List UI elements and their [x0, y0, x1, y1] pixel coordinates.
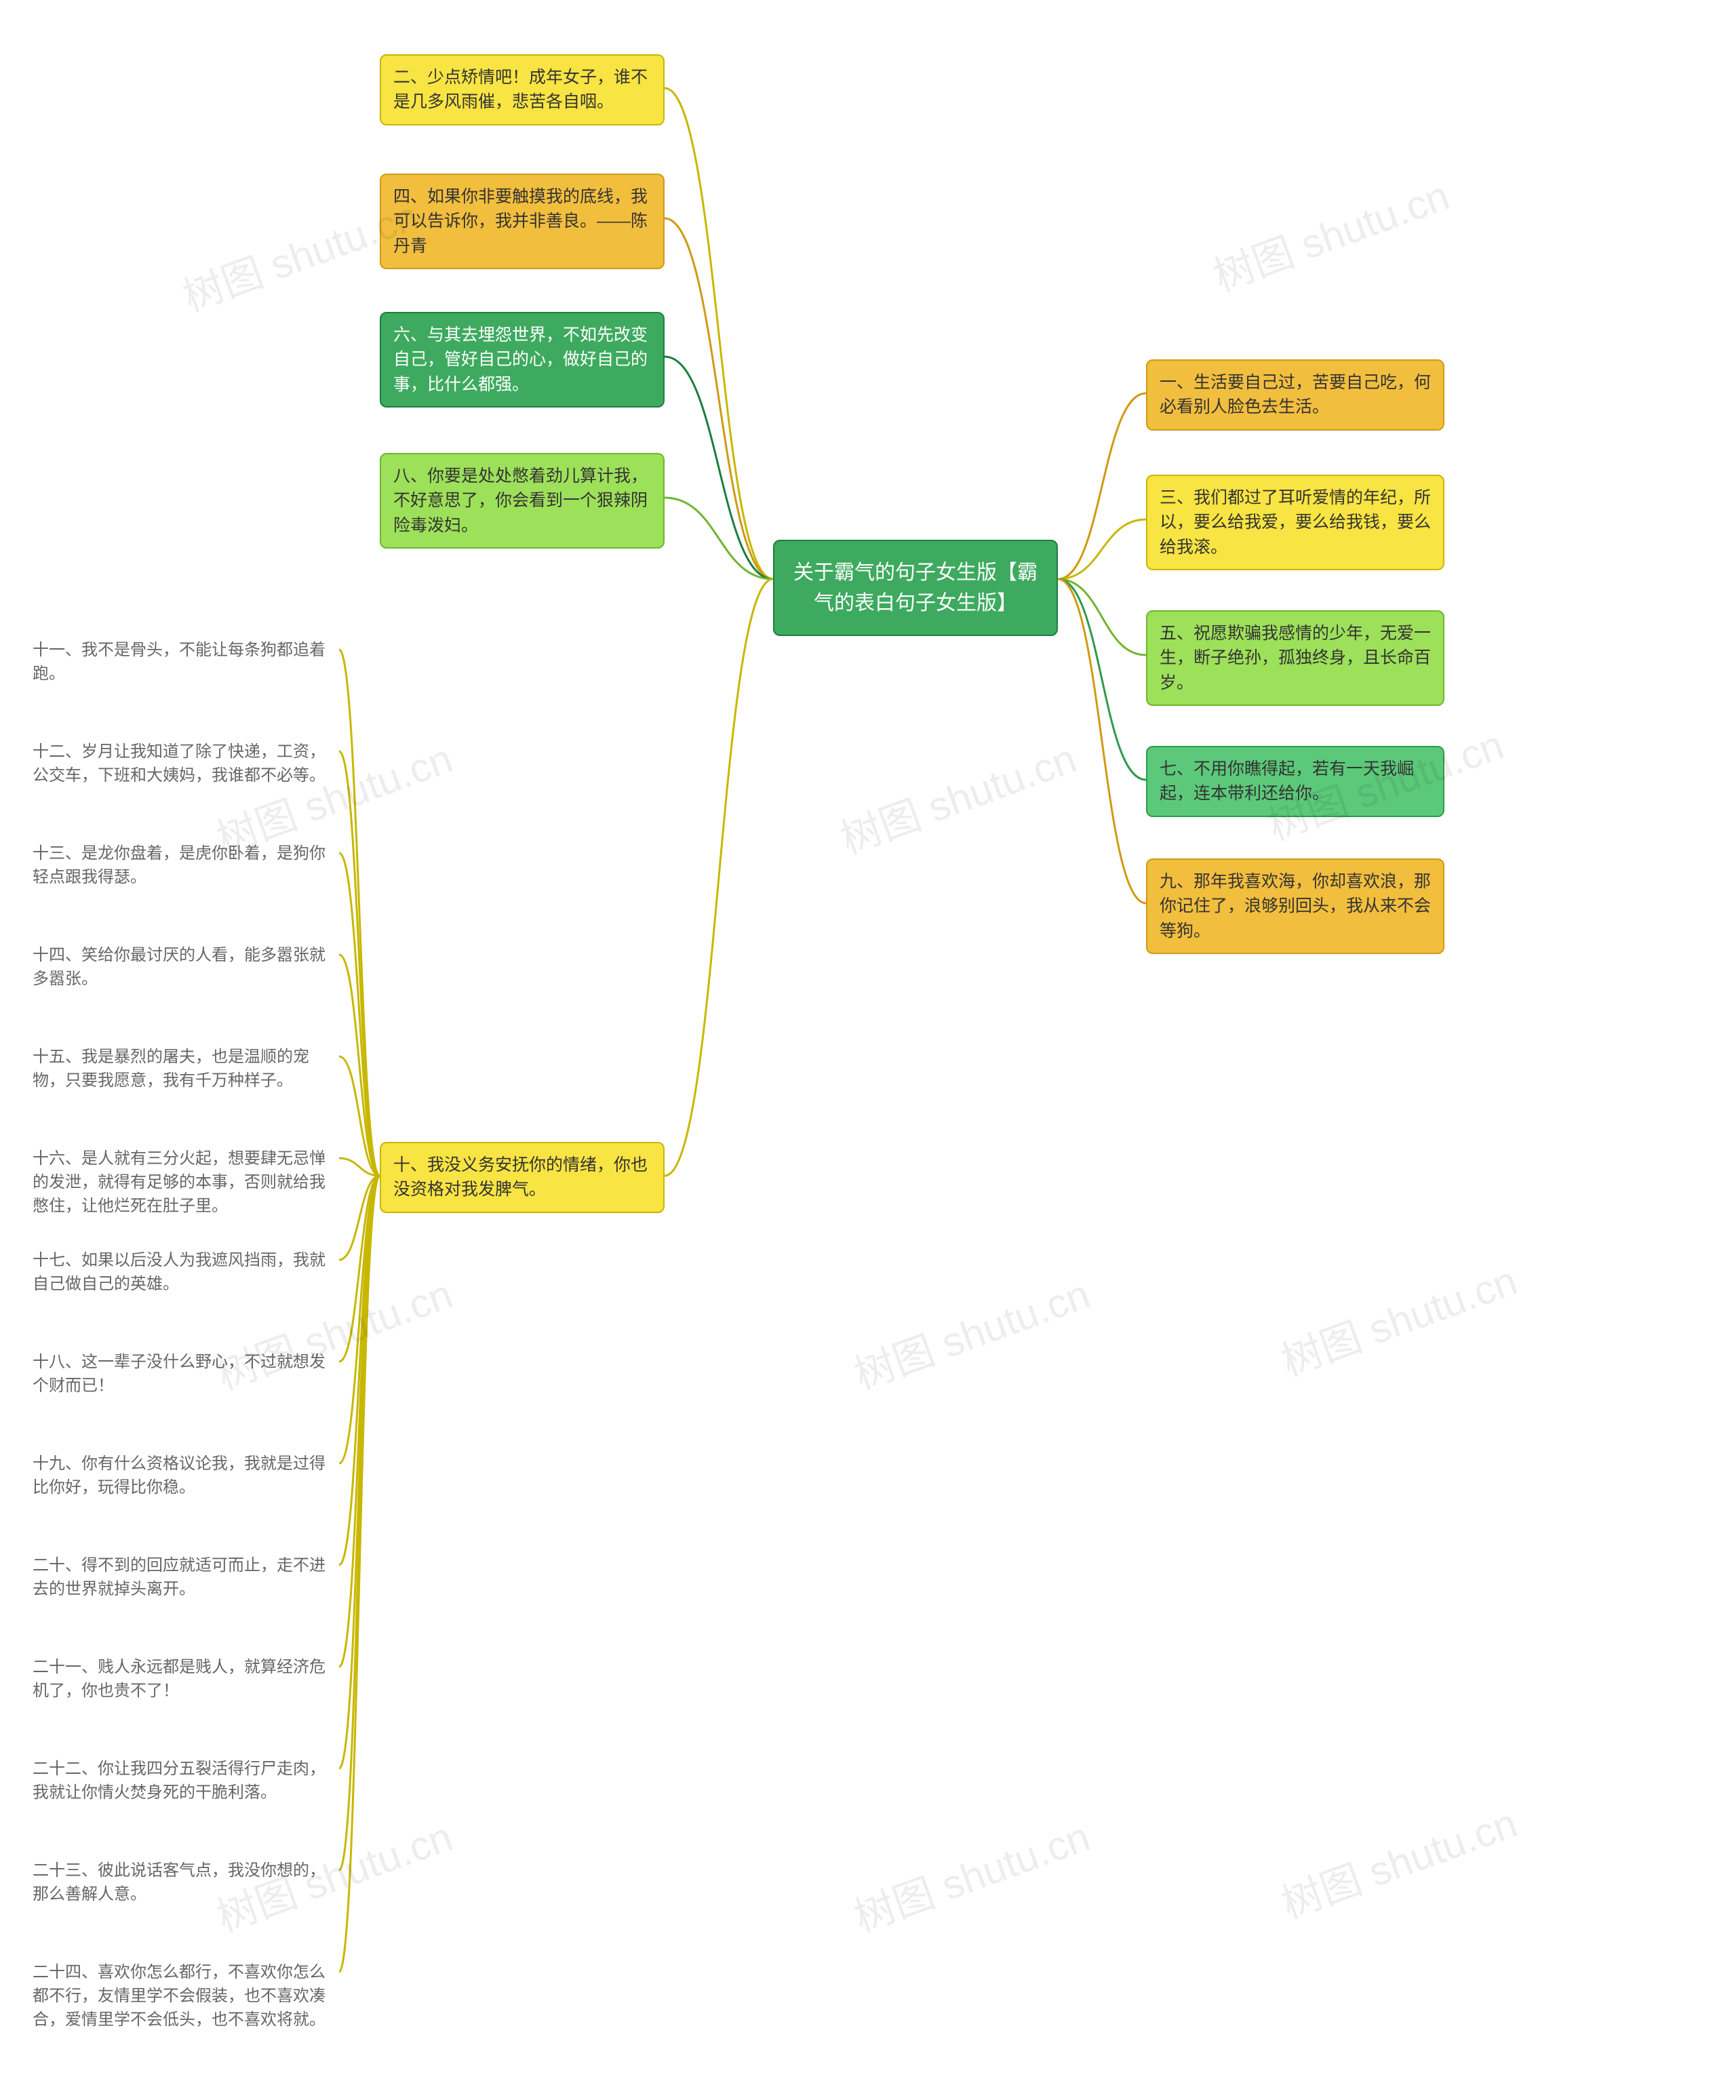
leaf-node[interactable]: 二十四、喜欢你怎么都行，不喜欢你怎么都不行，友情里学不会假装，也不喜欢凑合，爱情… — [20, 1952, 339, 2041]
branch-node[interactable]: 五、祝愿欺骗我感情的少年，无爱一生，断子绝孙，孤独终身，且长命百岁。 — [1146, 610, 1444, 706]
root-node[interactable]: 关于霸气的句子女生版【霸气的表白句子女生版】 — [773, 540, 1058, 636]
leaf-node[interactable]: 二十、得不到的回应就适可而止，走不进去的世界就掉头离开。 — [20, 1545, 339, 1611]
node-text: 一、生活要自己过，苦要自己吃，何必看别人脸色去生活。 — [1160, 373, 1431, 416]
node-text: 十二、岁月让我知道了除了快递，工资，公交车，下班和大姨妈，我谁都不必等。 — [33, 742, 326, 785]
node-text: 九、那年我喜欢海，你却喜欢浪，那你记住了，浪够别回头，我从来不会等狗。 — [1160, 872, 1431, 940]
node-text: 七、不用你瞧得起，若有一天我崛起，连本带利还给你。 — [1160, 759, 1414, 803]
branch-node[interactable]: 六、与其去埋怨世界，不如先改变自己，管好自己的心，做好自己的事，比什么都强。 — [380, 312, 665, 408]
leaf-node[interactable]: 十九、你有什么资格议论我，我就是过得比你好，玩得比你稳。 — [20, 1443, 339, 1509]
leaf-node[interactable]: 二十二、你让我四分五裂活得行尸走肉，我就让你情火焚身死的干脆利落。 — [20, 1748, 339, 1815]
node-text: 二十一、贱人永远都是贱人，就算经济危机了，你也贵不了！ — [33, 1658, 326, 1700]
branch-node[interactable]: 九、那年我喜欢海，你却喜欢浪，那你记住了，浪够别回头，我从来不会等狗。 — [1146, 858, 1444, 954]
leaf-node[interactable]: 十三、是龙你盘着，是虎你卧着，是狗你轻点跟我得瑟。 — [20, 833, 339, 899]
node-text: 二十、得不到的回应就适可而止，走不进去的世界就掉头离开。 — [33, 1556, 326, 1598]
leaf-node[interactable]: 二十一、贱人永远都是贱人，就算经济危机了，你也贵不了！ — [20, 1646, 339, 1713]
node-text: 十一、我不是骨头，不能让每条狗都追着跑。 — [33, 641, 326, 683]
branch-node[interactable]: 十、我没义务安抚你的情绪，你也没资格对我发脾气。 — [380, 1142, 665, 1213]
leaf-node[interactable]: 十七、如果以后没人为我遮风挡雨，我就自己做自己的英雄。 — [20, 1240, 339, 1306]
node-text: 十九、你有什么资格议论我，我就是过得比你好，玩得比你稳。 — [33, 1454, 326, 1497]
node-text: 二十三、彼此说话客气点，我没你想的，那么善解人意。 — [33, 1861, 326, 1903]
branch-node[interactable]: 二、少点矫情吧！成年女子，谁不是几多风雨催，悲苦各自咽。 — [380, 54, 665, 125]
node-text: 六、与其去埋怨世界，不如先改变自己，管好自己的心，做好自己的事，比什么都强。 — [393, 325, 648, 394]
leaf-node[interactable]: 二十三、彼此说话客气点，我没你想的，那么善解人意。 — [20, 1850, 339, 1916]
mindmap-canvas: 树图 shutu.cn树图 shutu.cn树图 shutu.cn树图 shut… — [0, 0, 1736, 2100]
node-text: 十八、这一辈子没什么野心，不过就想发个财而已！ — [33, 1353, 326, 1395]
branch-node[interactable]: 八、你要是处处憋着劲儿算计我，不好意思了，你会看到一个狠辣阴险毒泼妇。 — [380, 453, 665, 549]
node-text: 八、你要是处处憋着劲儿算计我，不好意思了，你会看到一个狠辣阴险毒泼妇。 — [393, 467, 648, 535]
node-text: 关于霸气的句子女生版【霸气的表白句子女生版】 — [793, 561, 1038, 614]
node-text: 二、少点矫情吧！成年女子，谁不是几多风雨催，悲苦各自咽。 — [393, 68, 648, 111]
node-text: 十四、笑给你最讨厌的人看，能多嚣张就多嚣张。 — [33, 946, 326, 988]
leaf-node[interactable]: 十一、我不是骨头，不能让每条狗都追着跑。 — [20, 629, 339, 696]
leaf-node[interactable]: 十五、我是暴烈的屠夫，也是温顺的宠物，只要我愿意，我有千万种样子。 — [20, 1036, 339, 1103]
leaf-node[interactable]: 十六、是人就有三分火起，想要肆无忌惮的发泄，就得有足够的本事，否则就给我憋住，让… — [20, 1138, 339, 1227]
branch-node[interactable]: 七、不用你瞧得起，若有一天我崛起，连本带利还给你。 — [1146, 746, 1444, 817]
node-text: 三、我们都过了耳听爱情的年纪，所以，要么给我爱，要么给我钱，要么给我滚。 — [1160, 488, 1431, 557]
leaf-node[interactable]: 十二、岁月让我知道了除了快递，工资，公交车，下班和大姨妈，我谁都不必等。 — [20, 731, 339, 797]
node-text: 十、我没义务安抚你的情绪，你也没资格对我发脾气。 — [393, 1155, 648, 1199]
node-text: 十七、如果以后没人为我遮风挡雨，我就自己做自己的英雄。 — [33, 1251, 326, 1293]
node-text: 十三、是龙你盘着，是虎你卧着，是狗你轻点跟我得瑟。 — [33, 844, 326, 886]
branch-node[interactable]: 一、生活要自己过，苦要自己吃，何必看别人脸色去生活。 — [1146, 359, 1444, 431]
node-text: 十六、是人就有三分火起，想要肆无忌惮的发泄，就得有足够的本事，否则就给我憋住，让… — [33, 1149, 326, 1215]
node-text: 四、如果你非要触摸我的底线，我可以告诉你，我并非善良。——陈丹青 — [393, 187, 648, 256]
node-text: 五、祝愿欺骗我感情的少年，无爱一生，断子绝孙，孤独终身，且长命百岁。 — [1160, 624, 1431, 692]
leaf-node[interactable]: 十四、笑给你最讨厌的人看，能多嚣张就多嚣张。 — [20, 934, 339, 1001]
node-text: 二十二、你让我四分五裂活得行尸走肉，我就让你情火焚身死的干脆利落。 — [33, 1760, 326, 1802]
branch-node[interactable]: 三、我们都过了耳听爱情的年纪，所以，要么给我爱，要么给我钱，要么给我滚。 — [1146, 475, 1444, 570]
leaf-node[interactable]: 十八、这一辈子没什么野心，不过就想发个财而已！ — [20, 1341, 339, 1408]
node-text: 二十四、喜欢你怎么都行，不喜欢你怎么都不行，友情里学不会假装，也不喜欢凑合，爱情… — [33, 1963, 326, 2029]
branch-node[interactable]: 四、如果你非要触摸我的底线，我可以告诉你，我并非善良。——陈丹青 — [380, 174, 665, 269]
node-text: 十五、我是暴烈的屠夫，也是温顺的宠物，只要我愿意，我有千万种样子。 — [33, 1048, 309, 1090]
